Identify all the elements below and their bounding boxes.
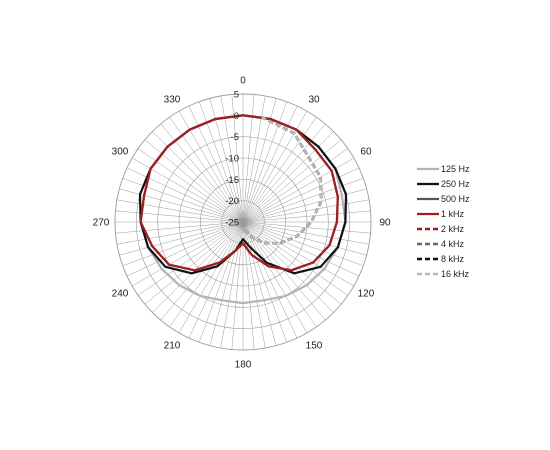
legend-label: 8 kHz [441,254,465,264]
radial-tick-label: -10 [225,154,239,165]
radial-tick-label: -25 [225,218,239,229]
angle-label: 240 [112,289,129,300]
series-group [138,114,348,305]
legend-label: 500 Hz [441,194,470,204]
angle-label: 0 [240,76,246,87]
angle-label: 270 [93,218,110,229]
legend-label: 4 kHz [441,239,465,249]
radial-tick-label: 5 [234,90,239,101]
angle-label: 300 [112,147,129,158]
angle-label: 150 [306,340,323,351]
angle-labels: 0 30 60 90 120 150 180 210 240 270 300 330 [93,76,391,371]
legend-label: 250 Hz [441,179,470,189]
legend: 125 Hz 250 Hz 500 Hz 1 kHz 2 kHz 4 kHz 8 kHz 16… [417,164,470,279]
angle-label: 210 [164,340,181,351]
legend-label: 16 kHz [441,269,470,279]
legend-label: 2 kHz [441,224,465,234]
polar-grid [114,93,372,351]
ring-circle [200,179,286,265]
angle-label: 60 [360,147,372,158]
angle-label: 90 [379,218,391,229]
radial-tick-label: -5 [231,132,239,143]
radial-tick-label: 0 [234,111,239,122]
series-line-3 [139,114,339,272]
angle-label: 120 [358,289,375,300]
angle-label: 180 [235,360,252,371]
legend-label: 1 kHz [441,209,465,219]
angle-label: 330 [164,95,181,106]
series-line-7 [241,115,323,245]
ring-circle [157,136,329,308]
legend-label: 125 Hz [441,164,470,174]
radial-tick-label: -15 [225,175,239,186]
angle-label: 30 [308,95,320,106]
radial-tick-label: -20 [225,196,239,207]
ring-circle [114,93,372,351]
ring-circle [178,157,308,287]
radial-tick-labels: 5 0 -5 -10 -15 -20 -25 [225,90,239,229]
